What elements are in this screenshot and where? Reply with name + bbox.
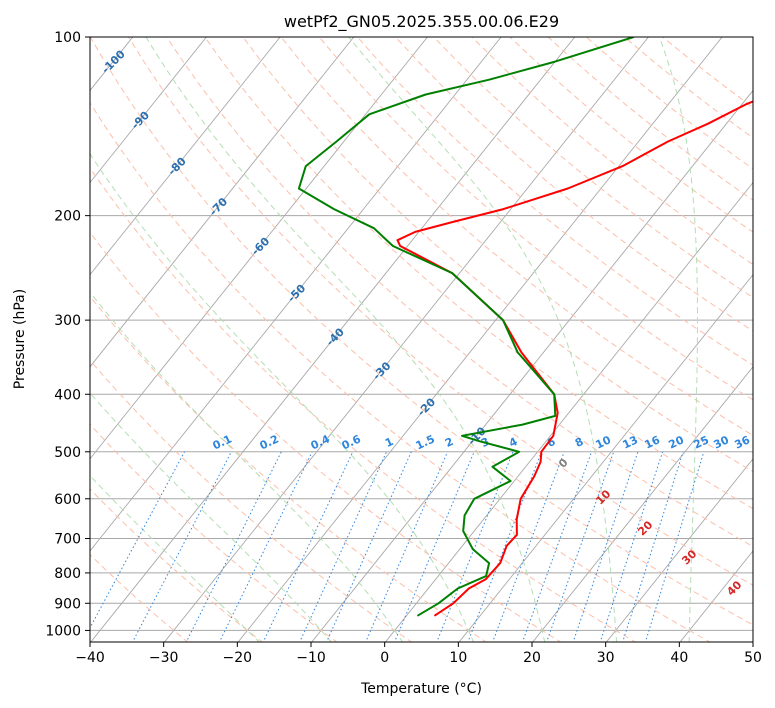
mixing-ratio-label: 30 [712, 433, 732, 451]
dry-adiabat-line [90, 359, 413, 642]
dry-adiabat-line [90, 167, 637, 642]
dry-adiabat-line [395, 37, 753, 332]
dry-adiabat-line [204, 37, 753, 510]
x-tick-label: 20 [523, 650, 541, 666]
x-tick-label: 40 [670, 650, 688, 666]
moist-adiabat-line [90, 291, 404, 642]
mixing-ratio-label: 25 [692, 433, 711, 451]
isotherm-line [90, 37, 281, 276]
y-tick-label: 100 [54, 30, 81, 46]
y-tick-label: 400 [54, 387, 81, 403]
y-tick-label: 1000 [45, 623, 81, 639]
mixing-ratio-line [299, 451, 387, 642]
dry-adiabat-line [90, 553, 189, 642]
mixing-ratio-line [365, 451, 448, 642]
y-tick-label: 600 [54, 492, 81, 508]
dry-adiabat-line [166, 37, 753, 548]
isotherm-line [532, 366, 753, 642]
x-tick-label: 50 [744, 650, 762, 666]
dry-adiabat-line [128, 37, 753, 586]
mixing-ratio-label: 13 [621, 433, 640, 451]
dry-adiabat-line [90, 101, 711, 642]
x-tick-label: −30 [149, 650, 179, 666]
isotherm-line [163, 37, 649, 642]
background-lines [90, 37, 753, 642]
dry-adiabat-line [90, 231, 562, 642]
mixing-ratio-label: 20 [667, 433, 687, 451]
sounding-profiles [297, 37, 753, 617]
mixing-ratio-line [262, 451, 354, 642]
isotherm-line [384, 181, 753, 642]
isotherm-line [90, 37, 355, 368]
y-tick-label: 900 [54, 596, 81, 612]
dry-adiabat-line [90, 423, 338, 642]
isotherm-line [458, 273, 753, 642]
y-tick-label: 800 [54, 566, 81, 582]
dry-adiabat-line [90, 295, 487, 642]
mixing-ratio-line [599, 451, 664, 642]
dry-adiabat-line [433, 37, 753, 299]
x-tick-label: −40 [75, 650, 105, 666]
plot-frame [89, 36, 754, 643]
mixing-ratio-line [90, 451, 185, 629]
mixing-ratio-line [325, 451, 412, 642]
mixing-ratio-line [546, 451, 615, 642]
mixing-ratio-label: 16 [643, 433, 663, 451]
x-tick-label: 0 [380, 650, 389, 666]
y-tick-label: 700 [54, 532, 81, 548]
x-axis-ticks: −40 −30 −20 −10 0 10 20 30 40 50 [75, 642, 762, 666]
y-tick-label: 300 [54, 313, 81, 329]
x-tick-label: 10 [449, 650, 467, 666]
x-tick-label: 30 [597, 650, 615, 666]
dry-adiabat-line [357, 37, 753, 366]
isotherm-line [90, 37, 502, 552]
x-tick-label: −20 [223, 650, 253, 666]
mixing-ratio-label: 10 [594, 433, 614, 451]
isotherm-line [237, 37, 723, 642]
moist-adiabat-line [90, 152, 475, 642]
dry-adiabat-line [90, 37, 753, 626]
isotherm-line [605, 458, 753, 642]
dewpoint-profile-line [297, 37, 634, 617]
x-axis-label: Temperature (°C) [360, 681, 482, 697]
moist-adiabat-line [90, 475, 260, 642]
y-tick-label: 200 [54, 209, 81, 225]
mixing-ratio-label: 36 [733, 433, 753, 451]
y-axis-ticks: 1000 900 800 700 600 500 400 300 200 100 [45, 30, 90, 639]
y-tick-label: 500 [54, 445, 81, 461]
isotherm-line [90, 37, 576, 642]
isotherm-line [90, 37, 207, 184]
mixing-ratio-line [572, 451, 639, 642]
y-axis-label: Pressure (hPa) [12, 289, 28, 389]
isotherm-line [90, 37, 428, 460]
mixing-ratio-line [218, 451, 313, 642]
moist-adiabat-line [658, 37, 698, 642]
mixing-ratio-line [622, 451, 684, 642]
mixing-ratio-line [644, 451, 705, 642]
x-tick-label: −10 [296, 650, 326, 666]
dry-adiabat-line [318, 37, 753, 401]
mixing-ratio-line [394, 451, 475, 642]
temperature-profile-line [396, 100, 753, 617]
chart-title: wetPf2_GN05.2025.355.00.06.E29 [284, 12, 559, 32]
